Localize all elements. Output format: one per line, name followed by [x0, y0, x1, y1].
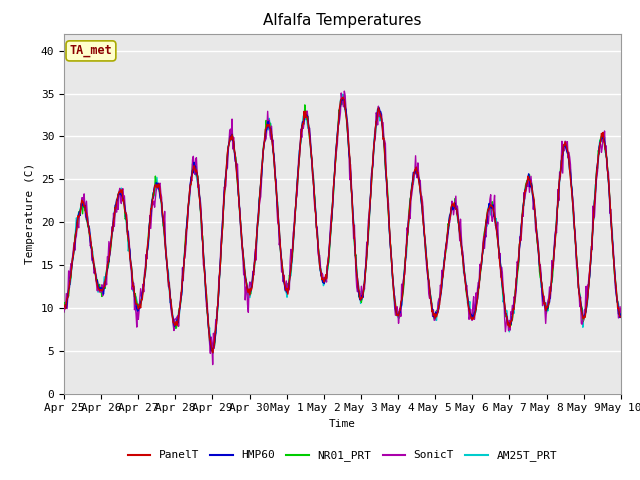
PanelT [617, 314, 625, 320]
Legend: PanelT, HMP60, NR01_PRT, SonicT, AM25T_PRT: PanelT, HMP60, NR01_PRT, SonicT, AM25T_P… [124, 446, 561, 466]
PanelT [428, 309, 436, 314]
Title: Alfalfa Temperatures: Alfalfa Temperatures [263, 13, 422, 28]
AM25T_PRT [60, 311, 68, 316]
NR01_PRT [412, 171, 419, 177]
Line: SonicT: SonicT [64, 91, 621, 365]
PanelT [412, 167, 419, 173]
NR01_PRT [214, 296, 222, 301]
SonicT [617, 310, 625, 315]
PanelT [70, 242, 78, 248]
PanelT [60, 302, 68, 308]
Line: HMP60: HMP60 [64, 99, 621, 350]
HMP60 [60, 303, 68, 309]
HMP60 [428, 305, 436, 311]
SonicT [184, 215, 192, 220]
AM25T_PRT [209, 351, 216, 357]
PanelT [184, 206, 192, 212]
HMP60 [214, 298, 222, 303]
PanelT [214, 298, 222, 304]
HMP60 [412, 167, 419, 172]
HMP60 [184, 207, 192, 213]
SonicT [127, 268, 135, 274]
AM25T_PRT [617, 312, 625, 317]
HMP60 [127, 263, 135, 269]
AM25T_PRT [428, 304, 436, 310]
PanelT [339, 95, 347, 100]
NR01_PRT [184, 211, 192, 216]
X-axis label: Time: Time [329, 419, 356, 429]
Line: AM25T_PRT: AM25T_PRT [64, 94, 621, 354]
NR01_PRT [340, 93, 348, 99]
HMP60 [339, 96, 347, 102]
SonicT [428, 300, 436, 306]
HMP60 [208, 348, 216, 353]
SonicT [209, 362, 216, 368]
PanelT [209, 350, 216, 356]
AM25T_PRT [184, 207, 192, 213]
HMP60 [617, 312, 625, 317]
NR01_PRT [127, 263, 135, 268]
AM25T_PRT [127, 268, 135, 274]
AM25T_PRT [412, 169, 419, 175]
SonicT [412, 153, 419, 159]
SonicT [340, 88, 348, 94]
Y-axis label: Temperature (C): Temperature (C) [25, 163, 35, 264]
HMP60 [70, 247, 78, 252]
SonicT [60, 309, 68, 315]
AM25T_PRT [70, 246, 78, 252]
Text: TA_met: TA_met [70, 44, 112, 58]
NR01_PRT [428, 300, 436, 306]
PanelT [127, 264, 135, 270]
NR01_PRT [70, 247, 78, 253]
Line: NR01_PRT: NR01_PRT [64, 96, 621, 353]
SonicT [214, 303, 222, 309]
AM25T_PRT [339, 91, 347, 97]
Line: PanelT: PanelT [64, 97, 621, 353]
NR01_PRT [60, 309, 68, 314]
NR01_PRT [209, 350, 216, 356]
SonicT [70, 240, 78, 246]
AM25T_PRT [214, 300, 222, 306]
NR01_PRT [617, 312, 625, 317]
